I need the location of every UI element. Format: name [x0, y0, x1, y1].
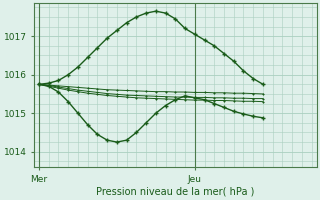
X-axis label: Pression niveau de la mer( hPa ): Pression niveau de la mer( hPa ) — [96, 187, 254, 197]
